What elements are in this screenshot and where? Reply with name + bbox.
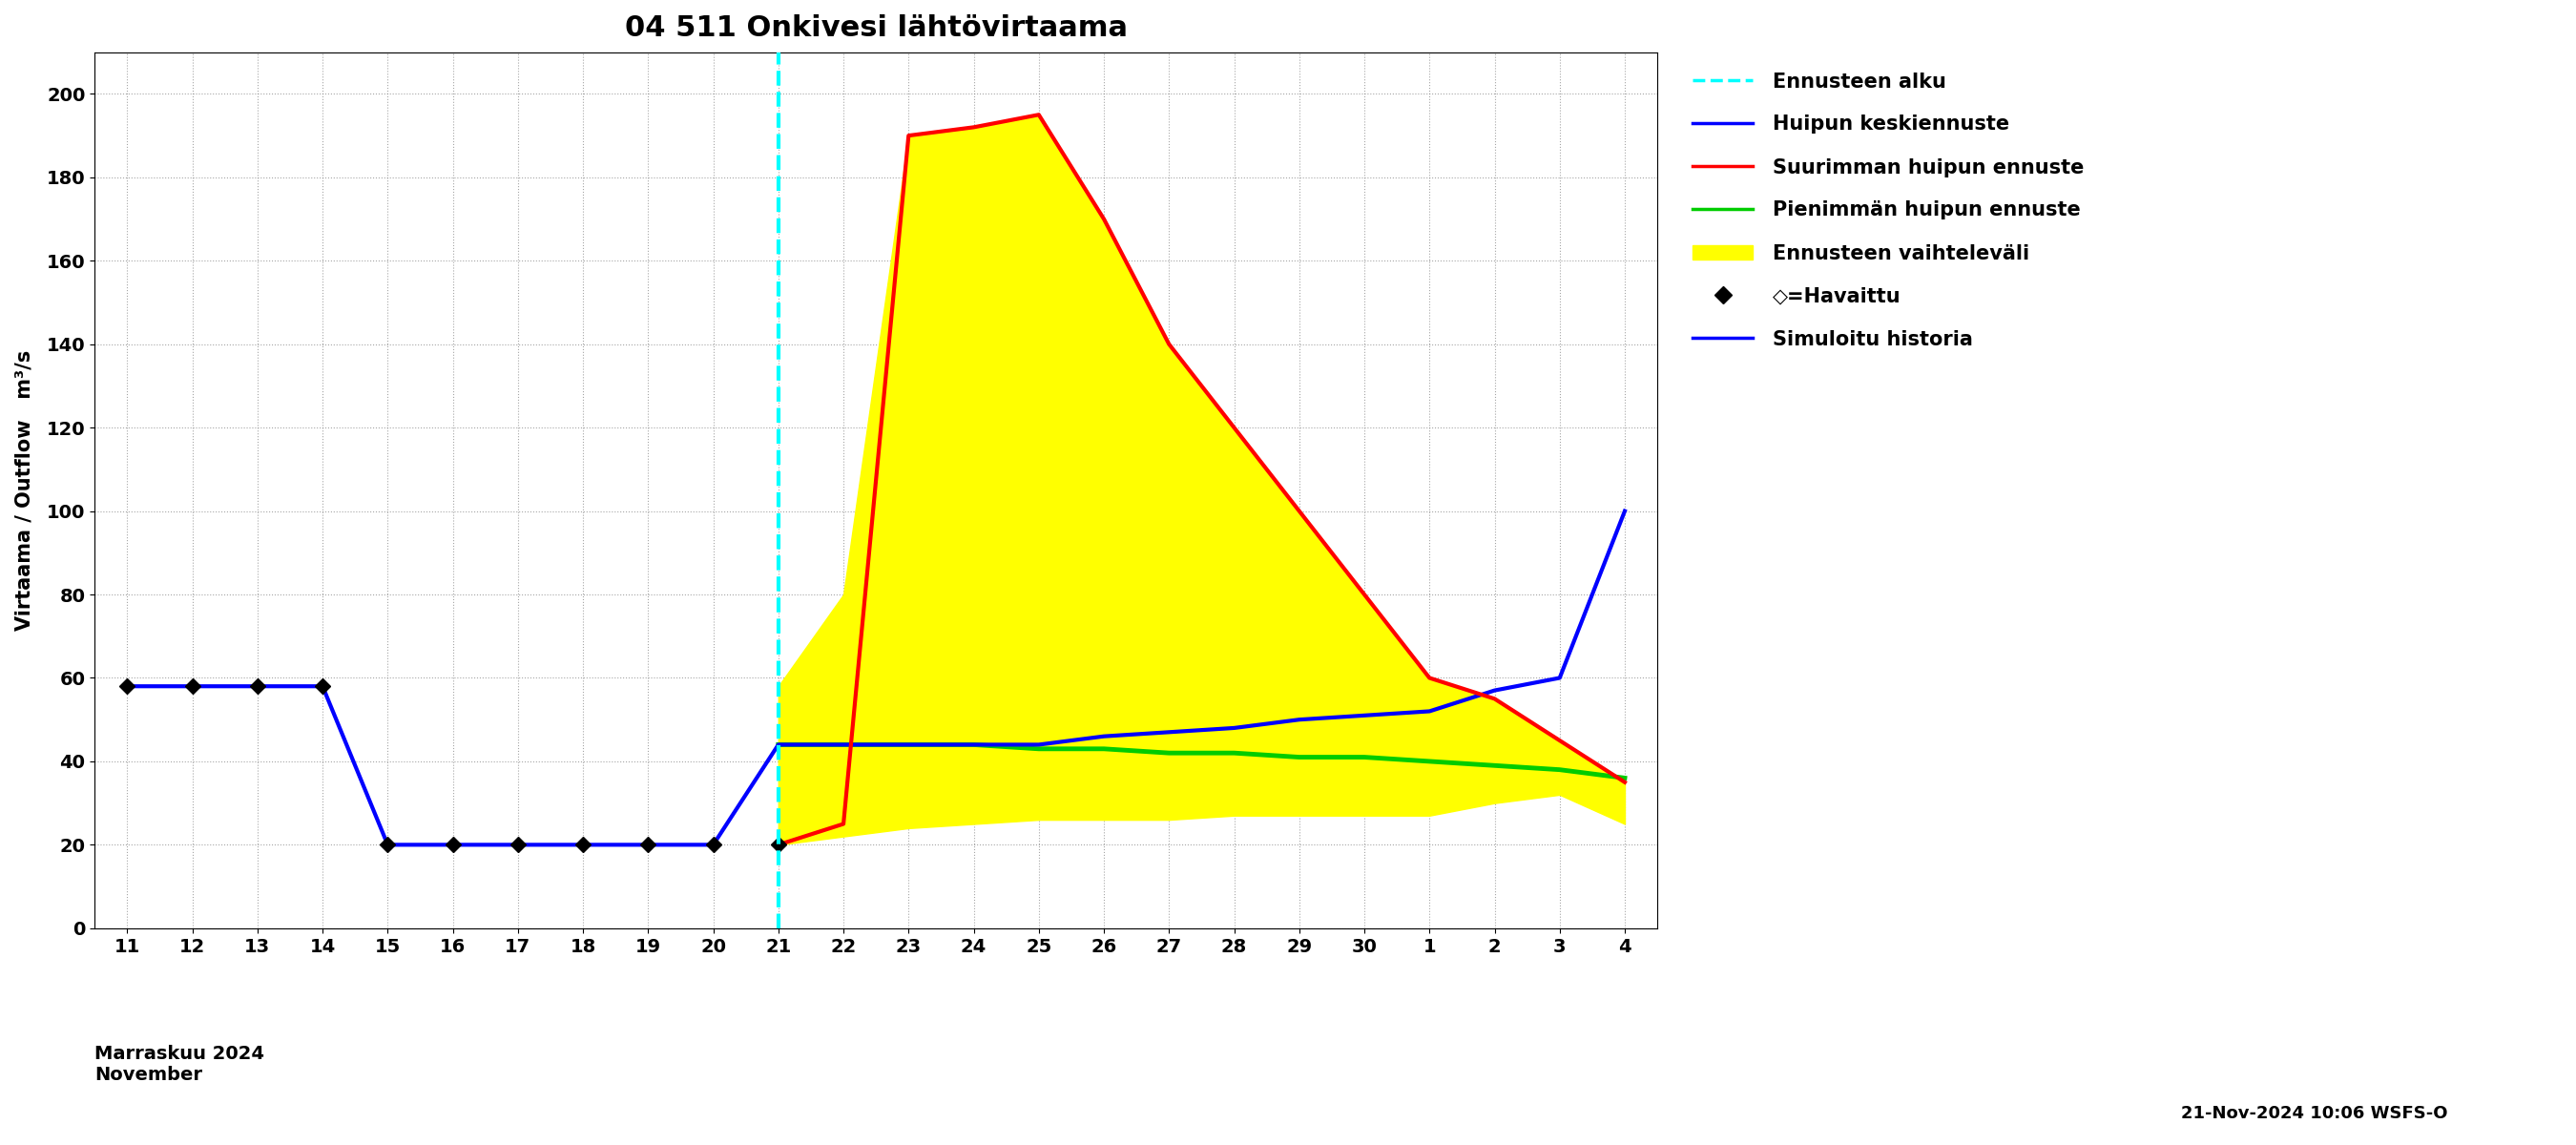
- Title: 04 511 Onkivesi lähtövirtaama: 04 511 Onkivesi lähtövirtaama: [623, 14, 1128, 42]
- Text: 21-Nov-2024 10:06 WSFS-O: 21-Nov-2024 10:06 WSFS-O: [2179, 1105, 2447, 1122]
- Text: Marraskuu 2024
November: Marraskuu 2024 November: [95, 1045, 265, 1084]
- Y-axis label: Virtaama / Outflow   m³/s: Virtaama / Outflow m³/s: [15, 350, 33, 631]
- Legend: Ennusteen alku, Huipun keskiennuste, Suurimman huipun ennuste, Pienimmän huipun : Ennusteen alku, Huipun keskiennuste, Suu…: [1682, 62, 2094, 358]
